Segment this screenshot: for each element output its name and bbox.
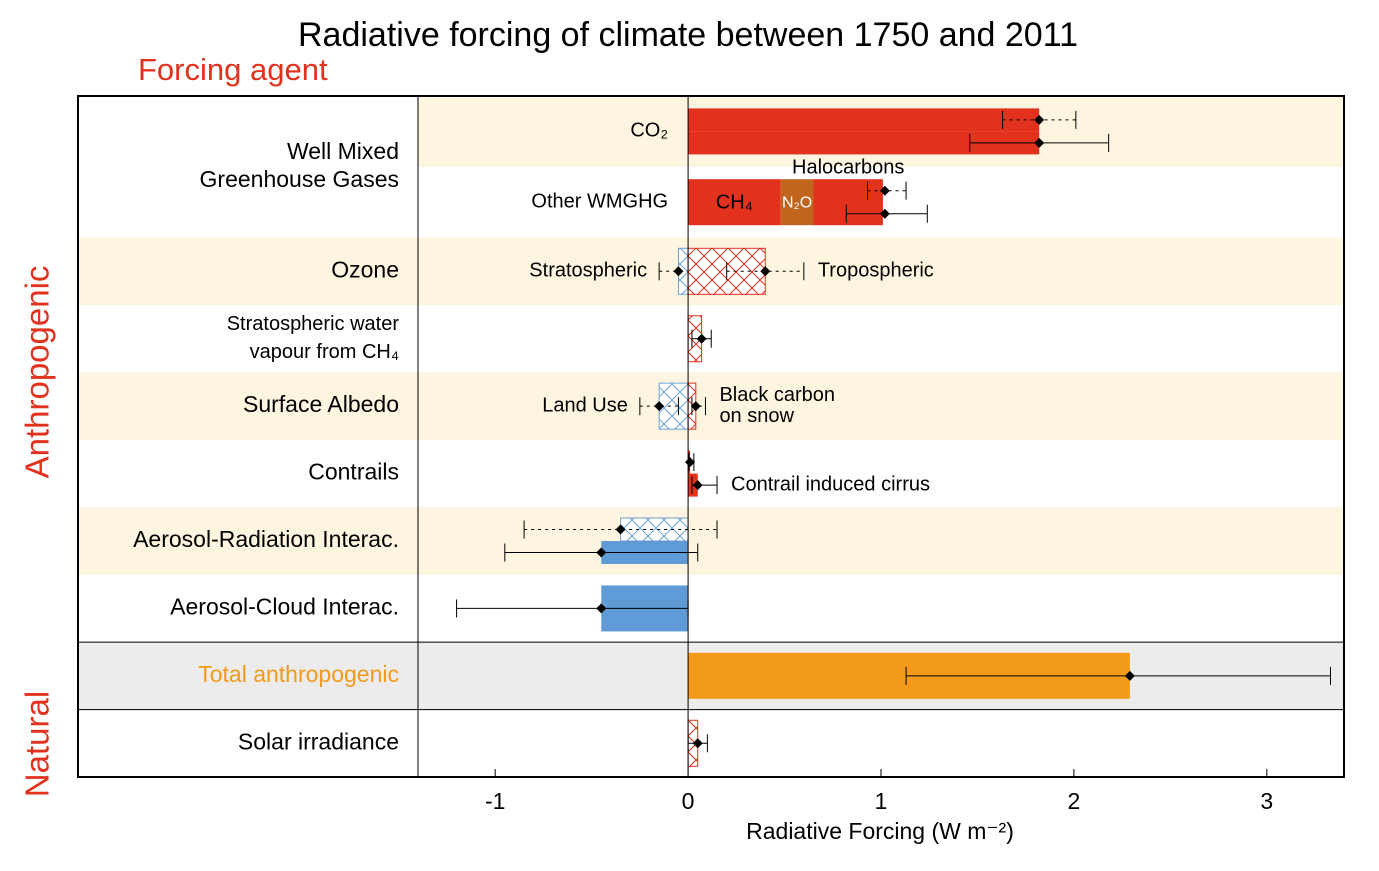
point-estimate	[1034, 137, 1045, 148]
row-label: Solar irradiance	[238, 728, 399, 754]
x-tick-label: 2	[1068, 788, 1081, 814]
entry-label: Black carbon	[719, 384, 835, 406]
row-label: Ozone	[331, 256, 399, 282]
entry-label: Contrail induced cirrus	[731, 473, 930, 495]
point-estimate	[685, 457, 696, 468]
point-estimate	[692, 480, 703, 491]
point-estimate	[596, 603, 607, 614]
plot-frame	[77, 95, 1345, 778]
segment-label: Halocarbons	[792, 156, 904, 178]
entry-label: on snow	[719, 405, 794, 427]
point-estimate	[1124, 670, 1135, 681]
lane-label: CO₂	[630, 120, 668, 142]
x-tick-label: 3	[1260, 788, 1273, 814]
entry-label: Land Use	[542, 394, 628, 416]
row-label: Aerosol-Radiation Interac.	[133, 526, 399, 552]
entry-label: Tropospheric	[818, 260, 934, 282]
row-label: Contrails	[308, 459, 399, 485]
point-estimate	[760, 266, 771, 277]
bar	[688, 108, 1040, 132]
segment-label: CH₄	[716, 191, 753, 213]
point-estimate	[673, 266, 684, 277]
row-label: Stratospheric water	[227, 313, 400, 335]
point-estimate	[654, 401, 665, 412]
row-label: Surface Albedo	[243, 391, 399, 417]
stack-segment	[780, 179, 814, 226]
point-estimate	[879, 208, 890, 219]
point-estimate	[615, 524, 626, 535]
group-label: Anthropogenic	[19, 266, 56, 479]
point-estimate	[879, 185, 890, 196]
column-title: Forcing agent	[138, 52, 328, 87]
stack-segment	[813, 179, 883, 226]
x-tick-label: 1	[875, 788, 888, 814]
point-estimate	[692, 738, 703, 749]
row-label: Total anthropogenic	[198, 661, 399, 687]
segment-label: N₂O	[782, 194, 812, 211]
row-band	[78, 372, 1344, 440]
x-axis-label: Radiative Forcing (W m⁻²)	[746, 818, 1014, 844]
row-label: Greenhouse Gases	[200, 166, 399, 192]
x-tick-label: 0	[682, 788, 695, 814]
point-estimate	[696, 333, 707, 344]
x-tick-label: -1	[485, 788, 505, 814]
point-estimate	[1034, 114, 1045, 125]
row-label: Well Mixed	[287, 138, 399, 164]
entry-label: Stratospheric	[529, 260, 647, 282]
row-band	[78, 507, 1344, 575]
chart-title: Radiative forcing of climate between 175…	[298, 16, 1078, 54]
group-label: Natural	[19, 691, 56, 797]
point-estimate	[596, 547, 607, 558]
row-label: vapour from CH₄	[250, 341, 399, 363]
point-estimate	[690, 401, 701, 412]
row-label: Aerosol-Cloud Interac.	[170, 594, 399, 620]
stack-segment	[688, 179, 781, 226]
bar	[688, 131, 1040, 155]
lane-label: Other WMGHG	[531, 190, 668, 212]
